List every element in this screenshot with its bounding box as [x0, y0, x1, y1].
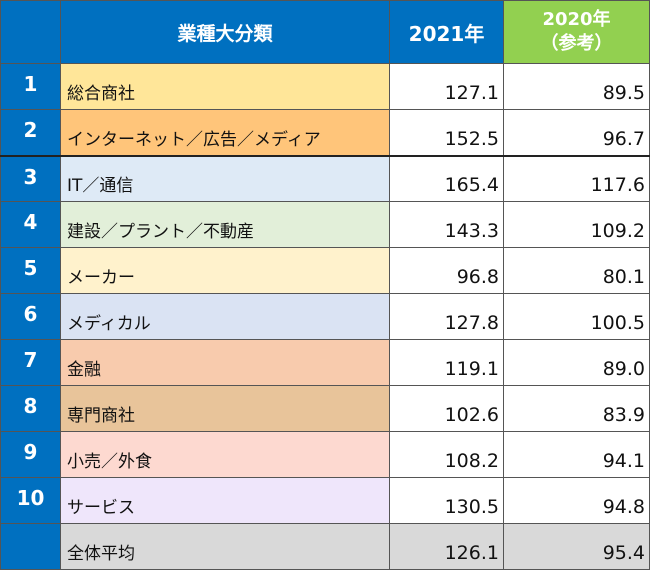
row-number: [0, 523, 61, 570]
table-row: 5 メーカー 96.8 80.1: [0, 247, 650, 294]
value-2020: 80.1: [503, 247, 650, 294]
row-number: 4: [0, 201, 61, 248]
table-row: 3 IT／通信 165.4 117.6: [0, 154, 650, 202]
row-number: 10: [0, 477, 61, 524]
table-row: 9 小売／外食 108.2 94.1: [0, 431, 650, 478]
header-number-cell: [0, 0, 61, 64]
value-2020: 89.5: [503, 63, 650, 110]
row-number: 5: [0, 247, 61, 294]
table-row: 2 インターネット／広告／メディア 152.5 96.7: [0, 109, 650, 156]
industry-category: 総合商社: [60, 63, 390, 110]
industry-category: メディカル: [60, 293, 390, 340]
value-2021: 119.1: [389, 339, 504, 386]
row-number: 7: [0, 339, 61, 386]
value-2020: 109.2: [503, 201, 650, 248]
header-2020-year: 2020年: [542, 9, 611, 30]
header-2020-note: （参考）: [540, 33, 613, 54]
average-label: 全体平均: [60, 523, 390, 570]
industry-category: IT／通信: [60, 154, 390, 202]
industry-category: メーカー: [60, 247, 390, 294]
value-2021: 102.6: [389, 385, 504, 432]
value-2020: 117.6: [503, 154, 650, 202]
average-row: 全体平均 126.1 95.4: [0, 523, 650, 570]
value-2021: 127.8: [389, 293, 504, 340]
value-2020: 96.7: [503, 109, 650, 156]
value-2020: 100.5: [503, 293, 650, 340]
value-2021: 130.5: [389, 477, 504, 524]
value-2021: 152.5: [389, 109, 504, 156]
row-number: 9: [0, 431, 61, 478]
industry-category: インターネット／広告／メディア: [60, 109, 390, 156]
industry-category: 小売／外食: [60, 431, 390, 478]
header-row: 業種大分類 2021年 2020年 （参考）: [0, 0, 650, 64]
value-2021: 108.2: [389, 431, 504, 478]
industry-category: 専門商社: [60, 385, 390, 432]
value-2021: 165.4: [389, 154, 504, 202]
industry-category: サービス: [60, 477, 390, 524]
average-2020: 95.4: [503, 523, 650, 570]
header-2021: 2021年: [389, 0, 504, 64]
row-number: 3: [0, 154, 61, 202]
table-row: 7 金融 119.1 89.0: [0, 339, 650, 386]
value-2021: 127.1: [389, 63, 504, 110]
row-number: 2: [0, 109, 61, 156]
table-body: 1 総合商社 127.1 89.5 2 インターネット／広告／メディア 152.…: [0, 63, 650, 570]
value-2020: 83.9: [503, 385, 650, 432]
average-2021: 126.1: [389, 523, 504, 570]
value-2020: 94.1: [503, 431, 650, 478]
row-number: 8: [0, 385, 61, 432]
header-2020: 2020年 （参考）: [503, 0, 650, 64]
header-category: 業種大分類: [60, 0, 390, 64]
table-row: 1 総合商社 127.1 89.5: [0, 63, 650, 110]
industry-category: 金融: [60, 339, 390, 386]
value-2020: 89.0: [503, 339, 650, 386]
value-2021: 143.3: [389, 201, 504, 248]
industry-category: 建設／プラント／不動産: [60, 201, 390, 248]
table-row: 8 専門商社 102.6 83.9: [0, 385, 650, 432]
row-number: 6: [0, 293, 61, 340]
table-row: 4 建設／プラント／不動産 143.3 109.2: [0, 201, 650, 248]
row-number: 1: [0, 63, 61, 110]
value-2021: 96.8: [389, 247, 504, 294]
table-row: 10 サービス 130.5 94.8: [0, 477, 650, 524]
value-2020: 94.8: [503, 477, 650, 524]
table-row: 6 メディカル 127.8 100.5: [0, 293, 650, 340]
